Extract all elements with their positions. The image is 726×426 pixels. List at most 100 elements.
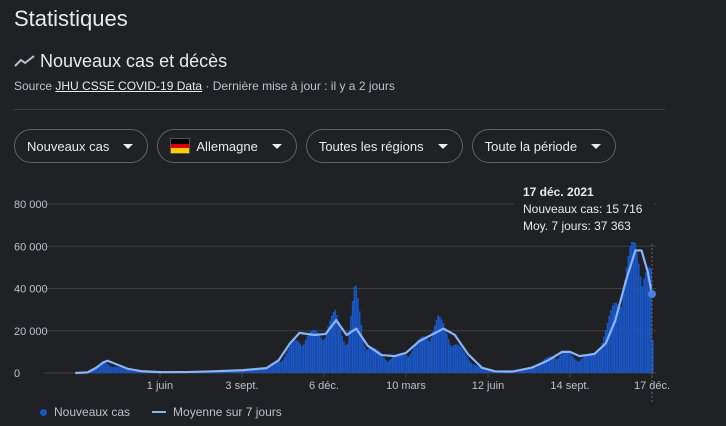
case-bar bbox=[425, 337, 427, 373]
case-bar bbox=[276, 361, 279, 373]
metric-dropdown[interactable]: Nouveaux cas bbox=[14, 129, 149, 163]
case-bar bbox=[138, 371, 141, 373]
case-bar bbox=[360, 324, 363, 373]
x-tick-label: 12 juin bbox=[472, 380, 504, 392]
case-bar bbox=[597, 351, 600, 373]
case-bar bbox=[475, 365, 478, 373]
case-bar bbox=[287, 349, 289, 373]
case-bar bbox=[589, 354, 591, 373]
case-bar bbox=[467, 357, 469, 373]
case-bar bbox=[652, 339, 654, 373]
case-bar bbox=[571, 355, 574, 373]
tooltip-date: 17 déc. 2021 bbox=[523, 185, 594, 199]
case-bar bbox=[430, 337, 432, 373]
case-bar bbox=[638, 263, 640, 373]
case-bar bbox=[596, 351, 598, 373]
case-bar bbox=[241, 370, 244, 373]
source-link[interactable]: JHU CSSE COVID-19 Data bbox=[55, 79, 203, 93]
case-bar bbox=[367, 348, 370, 373]
case-bar bbox=[215, 371, 218, 373]
cases-legend-dot bbox=[40, 408, 47, 416]
case-bar bbox=[418, 339, 420, 373]
cases-chart[interactable]: 0 20 000 40 000 60 000 80 000 1 juin 3 sept. 6 … bbox=[0, 180, 726, 405]
case-bar bbox=[334, 309, 337, 373]
case-bar bbox=[404, 354, 406, 373]
chart-legend: Nouveaux cas Moyenne sur 7 jours bbox=[40, 405, 282, 419]
case-bar bbox=[344, 345, 347, 373]
case-bar bbox=[650, 268, 652, 373]
case-bar bbox=[231, 370, 234, 373]
legend-average-label: Moyenne sur 7 jours bbox=[173, 405, 282, 419]
case-bar bbox=[112, 366, 115, 373]
case-bar bbox=[458, 345, 460, 373]
case-bar bbox=[522, 368, 525, 373]
x-tick-label: 6 déc. bbox=[309, 380, 339, 392]
case-bar bbox=[388, 360, 391, 373]
case-bar bbox=[116, 366, 118, 373]
case-bar bbox=[486, 369, 488, 373]
case-bar bbox=[613, 303, 616, 373]
case-bar bbox=[524, 368, 527, 373]
case-bar bbox=[632, 235, 635, 373]
case-bar bbox=[135, 371, 138, 373]
case-bar bbox=[446, 333, 448, 373]
case-bar bbox=[526, 367, 528, 373]
case-bar bbox=[480, 367, 483, 373]
case-bar bbox=[428, 341, 431, 373]
case-bar bbox=[362, 337, 364, 373]
case-bar bbox=[386, 361, 389, 373]
case-bar bbox=[646, 268, 649, 373]
case-bar bbox=[479, 367, 481, 373]
case-bar bbox=[271, 363, 274, 373]
period-dropdown[interactable]: Toute la période bbox=[471, 129, 617, 163]
case-bar bbox=[273, 362, 275, 373]
case-bar bbox=[350, 315, 352, 373]
case-bar bbox=[631, 239, 633, 373]
case-bar bbox=[90, 371, 92, 373]
case-bar bbox=[392, 357, 394, 373]
case-bar bbox=[594, 353, 597, 373]
case-bar bbox=[285, 352, 288, 373]
case-bar bbox=[343, 341, 345, 373]
case-bar bbox=[617, 303, 619, 373]
case-bar bbox=[625, 267, 628, 373]
case-bar bbox=[123, 368, 125, 373]
case-bar bbox=[472, 364, 474, 373]
case-bar bbox=[105, 363, 108, 373]
case-bar bbox=[569, 354, 572, 373]
case-bar bbox=[433, 325, 436, 373]
case-bar bbox=[519, 369, 521, 373]
case-bar bbox=[580, 359, 583, 373]
case-bar bbox=[119, 367, 122, 373]
case-bar bbox=[468, 360, 471, 373]
case-bar bbox=[645, 272, 647, 373]
average-legend-line bbox=[152, 411, 167, 413]
case-bar bbox=[624, 280, 626, 373]
case-bar bbox=[489, 370, 492, 373]
case-bar bbox=[444, 328, 446, 373]
case-bar bbox=[264, 368, 267, 373]
country-dropdown[interactable]: Allemagne bbox=[157, 129, 297, 163]
case-bar bbox=[292, 340, 295, 373]
case-bar bbox=[407, 356, 410, 373]
case-bar bbox=[140, 371, 143, 373]
case-bar bbox=[357, 297, 359, 373]
average-line bbox=[75, 249, 654, 375]
case-bar bbox=[332, 312, 335, 373]
case-bar bbox=[385, 360, 387, 373]
case-bar bbox=[561, 352, 563, 373]
case-bar bbox=[536, 365, 539, 373]
case-bar bbox=[529, 367, 532, 373]
case-bar bbox=[248, 369, 251, 373]
case-bar bbox=[318, 334, 321, 373]
case-bar bbox=[557, 357, 560, 373]
case-bar bbox=[416, 341, 419, 373]
case-bar bbox=[463, 352, 466, 373]
germany-flag-icon bbox=[170, 138, 191, 154]
x-tick-label: 14 sept. bbox=[550, 380, 589, 392]
case-bar bbox=[323, 338, 326, 373]
case-bar bbox=[238, 371, 241, 373]
region-dropdown[interactable]: Toutes les régions bbox=[305, 129, 463, 163]
case-bar bbox=[374, 348, 377, 373]
case-bar bbox=[599, 348, 602, 373]
